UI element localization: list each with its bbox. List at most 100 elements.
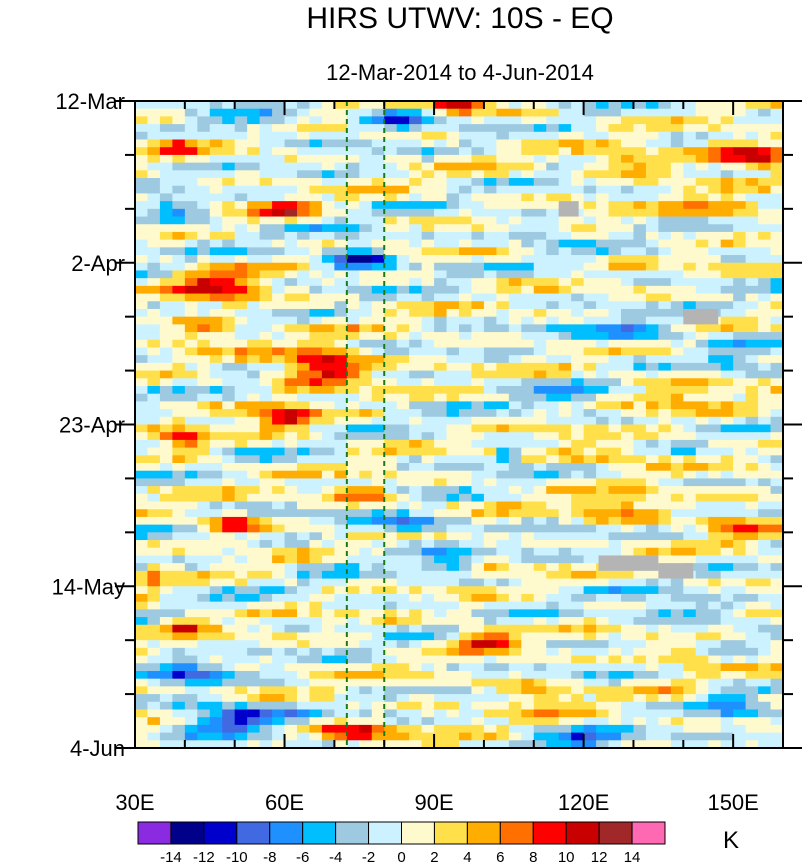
heatmap-cell — [608, 208, 622, 218]
heatmap-cell — [172, 270, 186, 279]
heatmap-cell — [184, 278, 198, 287]
heatmap-cell — [621, 601, 635, 610]
heatmap-cell — [272, 570, 286, 580]
heatmap-cell — [371, 439, 385, 449]
heatmap-cell — [197, 570, 211, 580]
heatmap-cell — [583, 108, 597, 117]
heatmap-cell — [197, 332, 211, 341]
heatmap-cell — [695, 347, 709, 356]
heatmap-cell — [496, 732, 510, 741]
heatmap-cell — [483, 401, 497, 410]
heatmap-cell — [446, 101, 460, 110]
heatmap-cell — [272, 409, 286, 418]
heatmap-cell — [197, 308, 211, 318]
heatmap-cell — [658, 147, 672, 156]
heatmap-cell — [670, 316, 684, 325]
heatmap-cell — [247, 185, 261, 195]
heatmap-cell — [658, 193, 672, 202]
heatmap-cell — [135, 493, 149, 503]
heatmap-cell — [309, 131, 323, 141]
heatmap-cell — [683, 701, 697, 711]
heatmap-cell — [396, 362, 410, 372]
heatmap-cell — [533, 432, 547, 441]
heatmap-cell — [359, 655, 373, 664]
heatmap-cell — [421, 601, 435, 610]
heatmap-cell — [583, 116, 597, 125]
heatmap-cell — [733, 216, 747, 225]
heatmap-cell — [159, 593, 173, 603]
heatmap-cell — [334, 378, 348, 387]
heatmap-cell — [621, 586, 635, 595]
heatmap-cell — [309, 301, 323, 310]
heatmap-cell — [546, 201, 560, 210]
heatmap-cell — [284, 617, 298, 626]
heatmap-cell — [272, 486, 286, 495]
heatmap-cell — [284, 439, 298, 449]
heatmap-cell — [259, 555, 273, 564]
heatmap-cell — [608, 463, 622, 472]
heatmap-cell — [658, 740, 672, 748]
heatmap-cell — [396, 355, 410, 364]
heatmap-cell — [608, 378, 622, 387]
heatmap-cell — [670, 694, 684, 703]
heatmap-cell — [272, 439, 286, 449]
heatmap-cell — [421, 108, 435, 117]
heatmap-cell — [546, 247, 560, 256]
heatmap-cell — [259, 239, 273, 248]
heatmap-cell — [297, 593, 311, 603]
heatmap-cell — [321, 347, 335, 356]
heatmap-cell — [371, 154, 385, 164]
heatmap-cell — [222, 663, 236, 672]
heatmap-cell — [695, 231, 709, 241]
heatmap-cell — [546, 393, 560, 402]
heatmap-cell — [533, 224, 547, 233]
heatmap-cell — [608, 301, 622, 310]
heatmap-cell — [346, 686, 360, 695]
heatmap-cell — [284, 378, 298, 387]
heatmap-cell — [658, 108, 672, 117]
heatmap-cell — [446, 201, 460, 210]
heatmap-cell — [209, 647, 223, 657]
heatmap-cell — [334, 516, 348, 526]
heatmap-cell — [708, 678, 722, 687]
heatmap-cell — [733, 432, 747, 441]
heatmap-cell — [695, 486, 709, 495]
heatmap-cell — [197, 586, 211, 595]
colorbar-level-label: 14 — [624, 849, 641, 863]
heatmap-cell — [197, 463, 211, 472]
heatmap-cell — [421, 694, 435, 703]
heatmap-cell — [558, 124, 572, 133]
heatmap-cell — [745, 201, 759, 210]
heatmap-cell — [459, 655, 473, 664]
heatmap-cell — [396, 393, 410, 402]
heatmap-cell — [471, 509, 485, 518]
heatmap-cell — [683, 609, 697, 618]
heatmap-cell — [334, 532, 348, 541]
heatmap-cell — [658, 516, 672, 526]
heatmap-cell — [533, 124, 547, 133]
heatmap-cell — [346, 162, 360, 171]
heatmap-cell — [621, 301, 635, 310]
heatmap-cell — [234, 401, 248, 410]
heatmap-cell — [384, 686, 398, 695]
heatmap-cell — [683, 455, 697, 464]
heatmap-cell — [633, 178, 647, 187]
heatmap-cell — [496, 416, 510, 426]
heatmap-cell — [309, 255, 323, 264]
heatmap-cell — [521, 278, 535, 287]
heatmap-cell — [670, 185, 684, 195]
heatmap-cell — [521, 139, 535, 148]
heatmap-cell — [720, 532, 734, 541]
heatmap-cell — [670, 154, 684, 164]
heatmap-cell — [645, 170, 659, 179]
heatmap-cell — [770, 493, 783, 503]
heatmap-cell — [297, 278, 311, 287]
colorbar-level-label: -12 — [193, 849, 215, 863]
heatmap-cell — [172, 355, 186, 364]
x-tick-label: 60E — [265, 790, 304, 815]
heatmap-cell — [733, 732, 747, 741]
heatmap-cell — [272, 617, 286, 626]
heatmap-cell — [596, 131, 610, 141]
heatmap-cell — [147, 308, 161, 318]
heatmap-cell — [209, 563, 223, 572]
